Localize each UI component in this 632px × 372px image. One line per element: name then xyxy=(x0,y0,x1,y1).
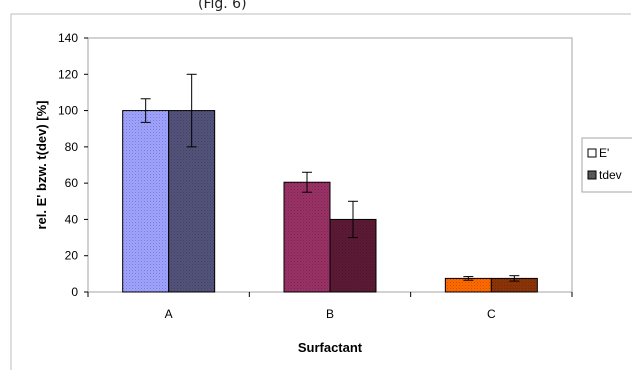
y-tick-label: 80 xyxy=(65,140,79,154)
chart-frame xyxy=(10,13,631,370)
y-tick-label: 40 xyxy=(65,212,79,226)
x-axis: A B C xyxy=(87,292,573,321)
legend-label-series-0: E' xyxy=(599,146,609,160)
y-tick-label: 60 xyxy=(65,176,79,190)
x-tick-label: C xyxy=(487,307,496,321)
top-caption-fragment: (Fig. 6) xyxy=(198,0,247,12)
y-axis-title: rel. E' bzw. t(dev) [%] xyxy=(34,100,49,229)
y-tick-label: 120 xyxy=(58,67,78,81)
bar-texture xyxy=(122,110,169,292)
y-tick-label: 0 xyxy=(71,285,78,299)
legend-box xyxy=(581,137,632,193)
y-tick-label: 140 xyxy=(58,31,78,45)
x-tick-label: B xyxy=(326,307,334,321)
error-bars xyxy=(140,73,520,282)
bar-texture xyxy=(445,278,492,292)
legend-swatch-series-0 xyxy=(587,148,597,158)
x-tick-label: A xyxy=(165,307,173,321)
y-tick-label: 20 xyxy=(65,249,79,263)
y-axis: 0 20 40 60 80 100 120 140 xyxy=(58,31,88,299)
legend-label-series-1: tdev xyxy=(599,168,622,182)
y-tick-label: 100 xyxy=(58,104,78,118)
legend: E' tdev xyxy=(581,137,632,193)
bar-texture xyxy=(491,278,538,292)
legend-swatch-texture xyxy=(588,171,596,179)
bar-texture xyxy=(284,182,330,292)
x-axis-title: Surfactant xyxy=(298,340,363,355)
